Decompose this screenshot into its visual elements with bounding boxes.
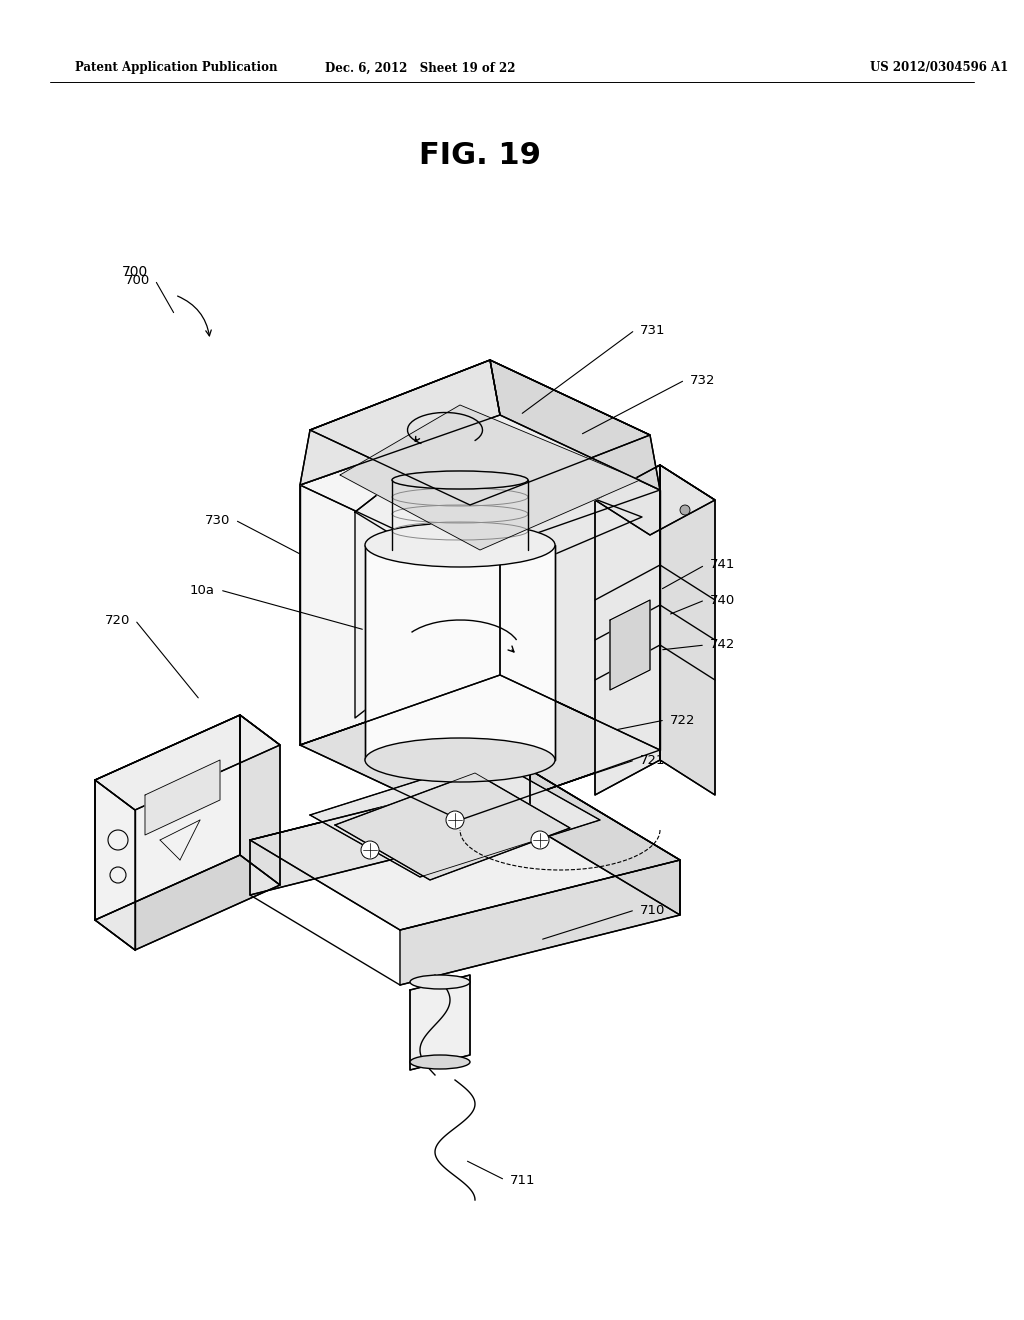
Text: 700: 700 [125,273,150,286]
Polygon shape [595,465,660,795]
Circle shape [446,810,464,829]
Text: 732: 732 [690,374,716,387]
Polygon shape [365,545,555,760]
Text: 730: 730 [205,513,230,527]
Text: 710: 710 [640,903,666,916]
Polygon shape [310,758,600,876]
Polygon shape [95,715,280,810]
Polygon shape [355,442,642,587]
Polygon shape [300,675,660,820]
Text: Patent Application Publication: Patent Application Publication [75,62,278,74]
Polygon shape [300,414,500,744]
Circle shape [680,506,690,515]
Polygon shape [530,770,680,915]
Ellipse shape [365,738,555,781]
Polygon shape [660,465,715,795]
Polygon shape [250,770,680,931]
Polygon shape [250,770,530,895]
Text: 742: 742 [710,639,735,652]
Polygon shape [490,360,660,490]
Polygon shape [300,360,500,484]
Polygon shape [340,405,640,550]
Polygon shape [355,442,445,718]
Text: 700: 700 [122,265,148,279]
Polygon shape [95,715,240,920]
Text: 711: 711 [510,1173,536,1187]
Polygon shape [95,855,280,950]
Text: 10a: 10a [190,583,215,597]
Polygon shape [410,975,470,1071]
Polygon shape [400,861,680,985]
Polygon shape [300,414,660,560]
Polygon shape [500,414,660,750]
Ellipse shape [365,523,555,568]
Polygon shape [95,780,135,950]
Text: 731: 731 [640,323,666,337]
Text: US 2012/0304596 A1: US 2012/0304596 A1 [870,62,1009,74]
Polygon shape [310,360,650,506]
Ellipse shape [410,1055,470,1069]
Polygon shape [460,490,660,820]
Text: 740: 740 [710,594,735,606]
Polygon shape [595,465,715,535]
Text: 721: 721 [640,754,666,767]
Text: 741: 741 [710,558,735,572]
Polygon shape [610,601,650,690]
Text: 720: 720 [104,614,130,627]
Text: 722: 722 [670,714,695,726]
Polygon shape [240,715,280,884]
Text: Dec. 6, 2012   Sheet 19 of 22: Dec. 6, 2012 Sheet 19 of 22 [325,62,515,74]
Ellipse shape [410,975,470,989]
Polygon shape [335,774,570,880]
Circle shape [531,832,549,849]
Ellipse shape [392,471,528,488]
Polygon shape [145,760,220,836]
Circle shape [361,841,379,859]
Text: FIG. 19: FIG. 19 [419,140,541,169]
